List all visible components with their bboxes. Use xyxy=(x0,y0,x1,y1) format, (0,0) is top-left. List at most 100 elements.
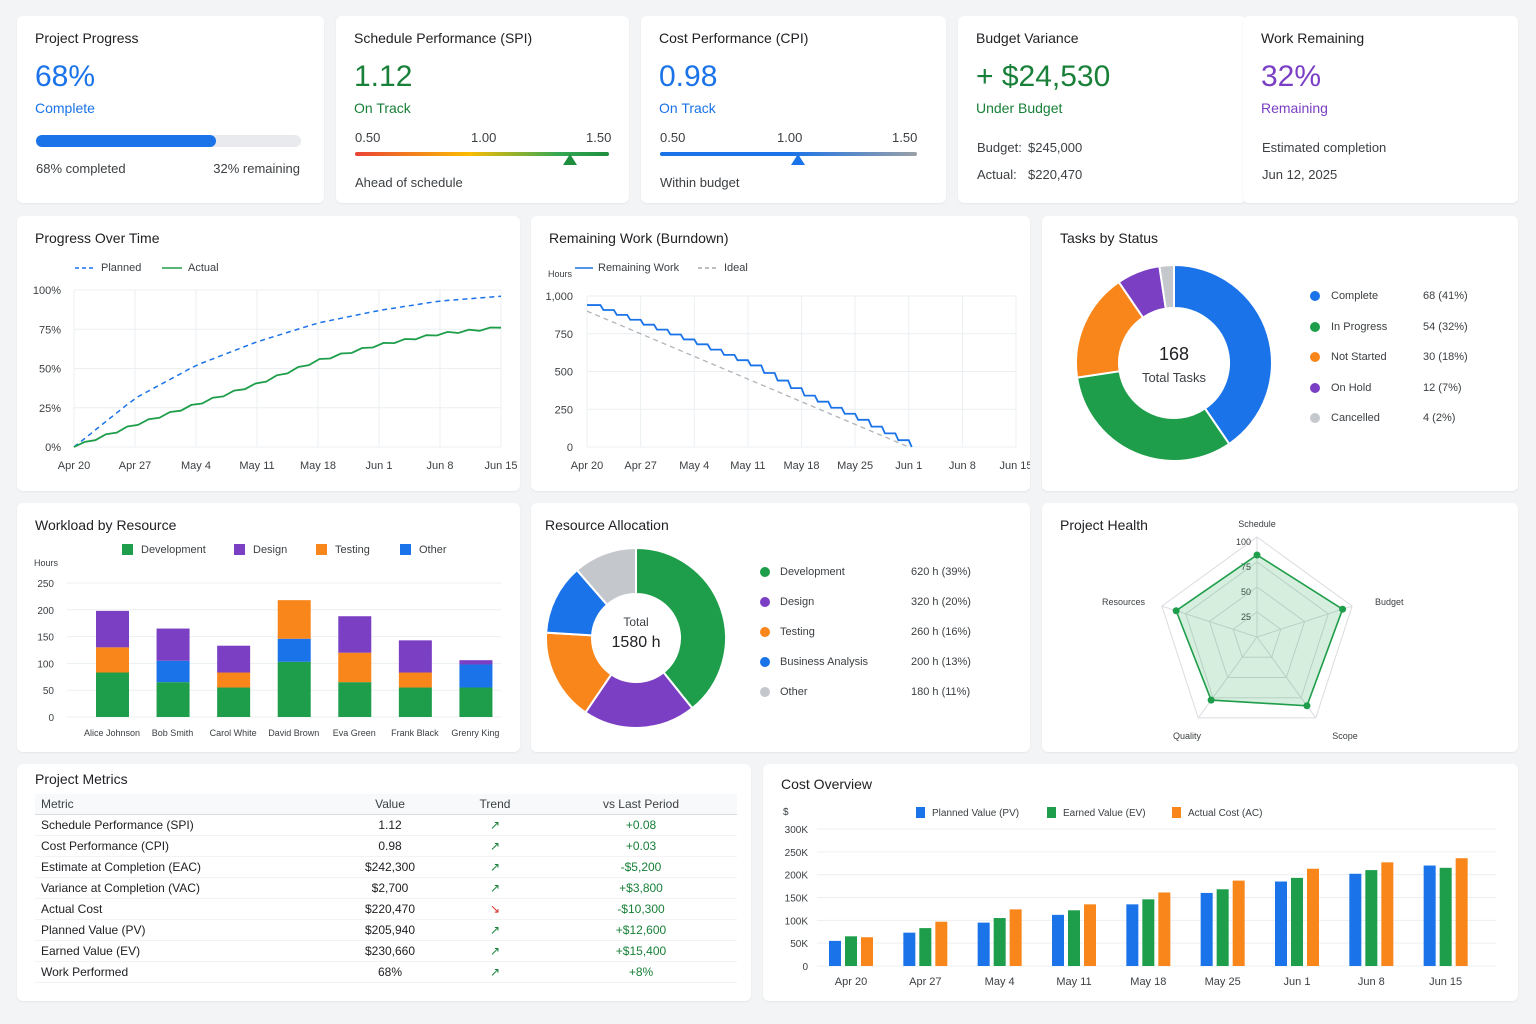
y-tick-label: 0 xyxy=(802,962,808,973)
legend-dot xyxy=(1310,352,1320,363)
table-header-row: Metric Value Trend vs Last Period xyxy=(35,794,737,815)
bar-0 xyxy=(829,940,841,966)
progress-bar-fill xyxy=(36,135,217,147)
cost-overview-card: Cost Overview $ Planned Value (PV) Earned… xyxy=(763,764,1518,1001)
estimate-label: Estimated completion xyxy=(1262,140,1387,155)
col-value: Value xyxy=(335,794,445,815)
kpi-title: Work Remaining xyxy=(1261,30,1365,46)
cell-metric: Schedule Performance (SPI) xyxy=(35,814,335,836)
budget-value: $245,000 xyxy=(1028,140,1083,155)
x-tick-label: David Brown xyxy=(268,728,319,738)
project-health-card: Project Health 100 75 50 25 Schedule Budget Sc… xyxy=(1042,503,1518,752)
scale-max: 1.50 xyxy=(892,130,918,145)
x-tick-label: Apr 20 xyxy=(58,460,90,472)
bar-2 xyxy=(935,921,948,966)
kpi-card-cpi: Cost Performance (CPI) 0.98 On Track 0.5… xyxy=(641,16,946,203)
kpi-value: 32% xyxy=(1261,60,1322,93)
legend-value: 260 h (16%) xyxy=(911,626,971,638)
chart-title: Workload by Resource xyxy=(35,517,177,533)
legend-dot xyxy=(1310,382,1320,393)
x-tick-label: Jun 15 xyxy=(999,460,1030,472)
legend-item: Complete xyxy=(1310,290,1378,302)
cell-delta: +8% xyxy=(545,961,737,983)
cell-trend: ↘ xyxy=(445,898,545,920)
cell-trend: ↗ xyxy=(445,877,545,899)
radar-point xyxy=(1253,551,1261,559)
kpi-title: Budget Variance xyxy=(976,30,1079,46)
burndown-card: Remaining Work (Burndown) Hours Remainin… xyxy=(531,216,1030,491)
y-tick-label: 100% xyxy=(33,285,61,297)
bar-1 xyxy=(993,918,1006,966)
x-tick-label: Grenry King xyxy=(451,728,499,738)
cell-value: $205,940 xyxy=(335,919,445,941)
bar-segment xyxy=(277,600,311,639)
kpi-title: Project Progress xyxy=(35,30,139,46)
radar-axis-label: Schedule xyxy=(1238,519,1276,529)
y-tick-label: 250 xyxy=(555,404,573,416)
x-tick-label: Alice Johnson xyxy=(84,728,140,738)
cell-value: 68% xyxy=(335,961,445,983)
legend-swatch xyxy=(316,544,327,555)
x-tick-label: Jun 8 xyxy=(949,460,976,472)
x-tick-label: Jun 8 xyxy=(1358,976,1385,988)
series-actual-line xyxy=(73,326,502,448)
x-tick-label: May 11 xyxy=(730,460,765,472)
bar-segment xyxy=(217,645,251,673)
cell-delta: -$5,200 xyxy=(545,856,737,878)
y-tick-label: 200 xyxy=(37,606,54,617)
allocation-center-value: 1580 h xyxy=(611,634,661,651)
bar-1 xyxy=(919,928,932,966)
legend-remaining: Remaining Work xyxy=(598,262,680,274)
table-row: Planned Value (PV) $205,940 ↗ +$12,600 xyxy=(35,919,737,941)
y-tick-label: 300K xyxy=(785,825,809,836)
legend-dot xyxy=(760,687,770,698)
y-tick-label: 1,000 xyxy=(545,291,573,303)
bar-1 xyxy=(1068,910,1080,966)
bar-0 xyxy=(1126,904,1139,966)
x-tick-label: Jun 15 xyxy=(1429,976,1462,988)
donut-slice-other xyxy=(575,546,637,607)
legend-value: 200 h (13%) xyxy=(911,656,971,668)
legend-planned: Planned xyxy=(101,262,141,274)
cell-value: $242,300 xyxy=(335,856,445,878)
legend-dot xyxy=(760,657,770,668)
legend-item: Not Started xyxy=(1310,351,1387,363)
bar-segment xyxy=(96,610,129,648)
legend-label: Other xyxy=(419,544,447,556)
radar-axis-label: Quality xyxy=(1173,731,1202,741)
legend-label: Design xyxy=(253,544,287,556)
bar-segment xyxy=(156,628,190,661)
table-row: Earned Value (EV) $230,660 ↗ +$15,400 xyxy=(35,940,737,962)
cell-delta: +$12,600 xyxy=(545,919,737,941)
bar-2 xyxy=(1307,868,1319,966)
col-vs-last: vs Last Period xyxy=(545,794,737,815)
radar-ring xyxy=(1232,611,1282,658)
legend-item: Design xyxy=(760,596,814,608)
legend-item: Business Analysis xyxy=(760,656,868,668)
chart-title: Remaining Work (Burndown) xyxy=(549,230,729,246)
y-tick-label: 200K xyxy=(785,871,809,882)
legend-label: Testing xyxy=(335,544,370,556)
cell-trend: ↗ xyxy=(445,856,545,878)
scale-min: 0.50 xyxy=(355,130,381,145)
legend-value: 620 h (39%) xyxy=(911,566,971,578)
cell-delta: +$15,400 xyxy=(545,940,737,962)
legend-label: Cancelled xyxy=(1331,412,1380,424)
bar-segment xyxy=(398,640,432,673)
x-tick-label: May 18 xyxy=(1130,976,1166,988)
x-tick-label: May 4 xyxy=(985,976,1015,988)
tasks-center-label: Total Tasks xyxy=(1141,370,1207,385)
radar-ring-label: 100 xyxy=(1236,537,1251,547)
bar-segment xyxy=(338,652,372,683)
legend-label: Development xyxy=(141,544,206,556)
legend-value: 180 h (11%) xyxy=(911,686,971,698)
cell-delta: +$3,800 xyxy=(545,877,737,899)
bar-segment xyxy=(96,672,129,717)
cell-metric: Cost Performance (CPI) xyxy=(35,835,335,857)
y-tick-label: 250 xyxy=(37,579,54,590)
legend-value: 320 h (20%) xyxy=(911,596,971,608)
bar-2 xyxy=(861,937,873,966)
bar-2 xyxy=(1381,862,1394,966)
y-axis-label: $ xyxy=(783,807,789,818)
cell-trend: ↗ xyxy=(445,919,545,941)
